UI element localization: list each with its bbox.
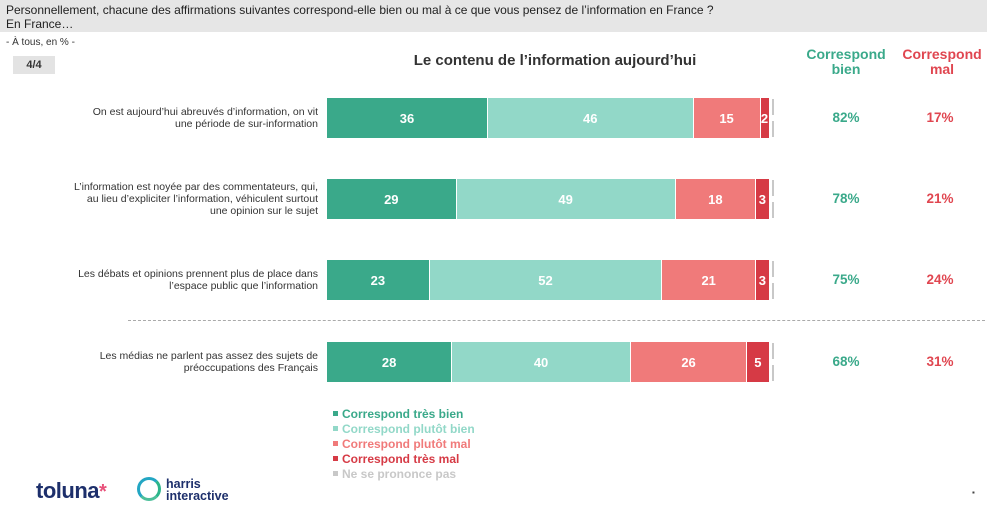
legend-item: Correspond très mal xyxy=(333,452,475,467)
legend-swatch-icon xyxy=(333,441,338,447)
question-subtext: En France… xyxy=(6,17,74,31)
row-label-line: L’information est noyée par des commenta… xyxy=(74,181,318,193)
legend-label: Correspond plutôt mal xyxy=(342,437,471,451)
row-label: L’information est noyée par des commenta… xyxy=(40,181,318,217)
base-note: - À tous, en % - xyxy=(6,37,75,48)
chart-title: Le contenu de l’information aujourd’hui xyxy=(413,52,697,69)
legend-swatch-icon xyxy=(333,411,338,417)
legend-label: Correspond plutôt bien xyxy=(342,422,475,436)
bar-segment-plutot-bien: 46 xyxy=(487,98,694,138)
data-label: 5 xyxy=(754,354,762,370)
legend-swatch-icon xyxy=(333,426,338,432)
bar-segment-plutot-mal: 26 xyxy=(630,342,748,382)
bar-segment-plutot-mal: 21 xyxy=(662,260,757,300)
legend-swatch-icon xyxy=(333,456,338,462)
bar-segment-nsp xyxy=(771,121,774,137)
data-label: 26 xyxy=(681,354,696,370)
bar-segment-nsp xyxy=(771,261,774,277)
data-label: 49 xyxy=(558,191,573,207)
row-label-line: au lieu d’expliciter l’information, véhi… xyxy=(86,193,318,205)
legend-item: Ne se prononce pas xyxy=(333,467,475,482)
data-label: 52 xyxy=(538,272,553,288)
legend: Correspond très bien Correspond plutôt bi… xyxy=(333,407,475,482)
data-label: 18 xyxy=(708,191,723,207)
page-badge: 4/4 xyxy=(13,56,55,74)
data-label: 23 xyxy=(370,272,386,288)
question-text: Personnellement, chacune des affirmation… xyxy=(6,3,714,17)
legend-swatch-icon xyxy=(333,471,338,477)
row-label-line: une période de sur-information xyxy=(174,118,318,130)
row-label-line: Les médias ne parlent pas assez des suje… xyxy=(99,350,318,362)
bar-segment-tres-mal: 2 xyxy=(760,98,770,138)
bar-segment-tres-mal: 3 xyxy=(756,179,770,219)
row-label-line: l’espace public que l’information xyxy=(169,280,318,292)
column-header-correspond-bien: Correspond bien xyxy=(806,46,886,77)
row-label-line: Les débats et opinions prennent plus de … xyxy=(78,268,318,280)
bar-segment-nsp xyxy=(771,180,774,196)
data-label: 2 xyxy=(760,110,769,126)
row-label-line: une opinion sur le sujet xyxy=(210,205,318,217)
bar-segment-tres-bien: 28 xyxy=(327,342,453,382)
toluna-logo: toluna* xyxy=(36,478,107,503)
bar-segment-nsp xyxy=(771,365,774,381)
row-label: Les médias ne parlent pas assez des suje… xyxy=(40,350,318,374)
column-header-correspond-mal: Correspond mal xyxy=(902,46,982,77)
bar-segment-nsp xyxy=(771,99,774,115)
legend-item: Correspond plutôt mal xyxy=(333,437,475,452)
summary-correspond-mal: 17% xyxy=(926,110,954,125)
data-label: 28 xyxy=(381,354,397,370)
data-label: 40 xyxy=(533,354,549,370)
row-label-line: préoccupations des Français xyxy=(183,362,318,374)
row-label: On est aujourd’hui abreuvés d’informatio… xyxy=(40,106,318,130)
summary-correspond-mal: 31% xyxy=(926,354,954,369)
data-label: 21 xyxy=(701,272,716,288)
summary-correspond-bien: 82% xyxy=(832,110,860,125)
summary-correspond-mal: 21% xyxy=(926,191,954,206)
data-label: 46 xyxy=(582,110,598,126)
bar-segment-plutot-bien: 49 xyxy=(456,179,676,219)
bar-segment-tres-bien: 36 xyxy=(327,98,488,138)
bar-segment-plutot-bien: 52 xyxy=(429,260,663,300)
harris-interactive-logo: harris interactive xyxy=(166,477,229,503)
bar-segment-plutot-mal: 15 xyxy=(693,98,761,138)
bar-segment-plutot-mal: 18 xyxy=(675,179,757,219)
bar-segment-tres-mal: 3 xyxy=(756,260,770,300)
summary-correspond-mal: 24% xyxy=(926,272,954,287)
data-label: 36 xyxy=(399,110,415,126)
row-label: Les débats et opinions prennent plus de … xyxy=(40,268,318,292)
legend-item: Correspond très bien xyxy=(333,407,475,422)
bar-segment-nsp xyxy=(771,283,774,299)
bar-segment-nsp xyxy=(771,202,774,218)
bar-segment-nsp xyxy=(771,343,774,359)
corner-mark-icon: ▪ xyxy=(972,488,975,497)
bar-segment-tres-mal: 5 xyxy=(747,342,770,382)
bar-segment-plutot-bien: 40 xyxy=(452,342,631,382)
data-label: 3 xyxy=(758,272,766,288)
summary-correspond-bien: 75% xyxy=(832,272,860,287)
summary-correspond-bien: 68% xyxy=(832,354,860,369)
legend-label: Ne se prononce pas xyxy=(342,467,457,481)
harris-logo-ring-icon xyxy=(137,477,161,501)
bar-segment-tres-bien: 23 xyxy=(327,260,430,300)
divider-line xyxy=(128,320,985,321)
data-label: 3 xyxy=(758,191,766,207)
legend-label: Correspond très mal xyxy=(342,452,460,466)
question-header: Personnellement, chacune des affirmation… xyxy=(0,0,987,32)
summary-correspond-bien: 78% xyxy=(832,191,860,206)
data-label: 29 xyxy=(384,191,399,207)
legend-item: Correspond plutôt bien xyxy=(333,422,475,437)
legend-label: Correspond très bien xyxy=(342,407,464,421)
data-label: 15 xyxy=(719,110,734,126)
bar-segment-tres-bien: 29 xyxy=(327,179,457,219)
row-label-line: On est aujourd’hui abreuvés d’informatio… xyxy=(92,106,318,118)
